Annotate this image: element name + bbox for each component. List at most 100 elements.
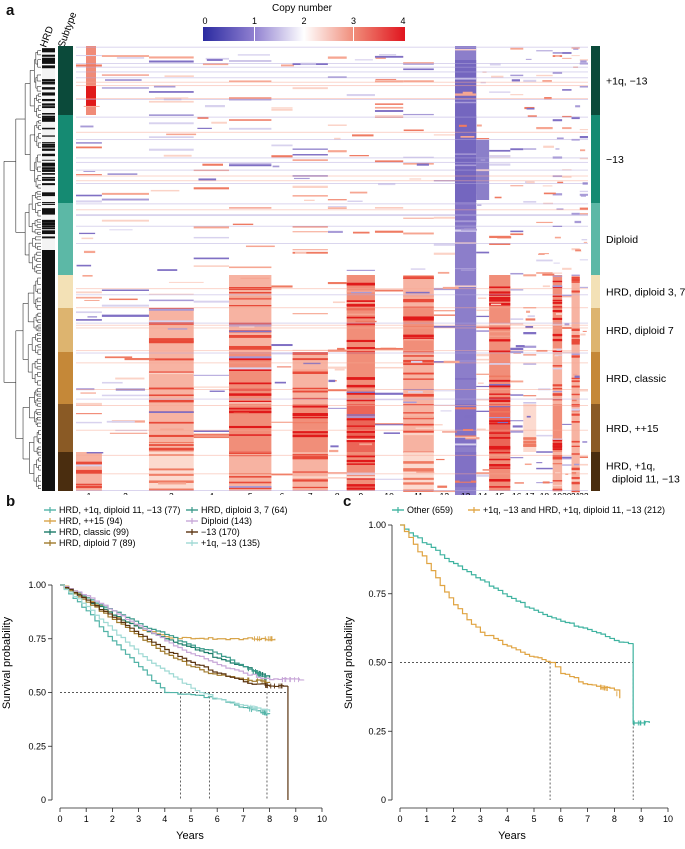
cn-segment [403, 217, 434, 219]
cn-segment [292, 154, 328, 156]
cn-segment [562, 52, 572, 54]
y-tick-label: 0.50 [28, 688, 46, 698]
cn-segment [403, 401, 417, 404]
cn-segment [525, 318, 536, 321]
cn-gain-stripe [552, 489, 563, 491]
cn-gain-stripe [489, 399, 511, 403]
subtype-segment [58, 275, 73, 308]
cn-segment [571, 470, 580, 472]
cn-segment [403, 62, 434, 64]
hrd-positive-stripe [42, 60, 55, 64]
cn-segment [292, 148, 328, 150]
y-tick-label: 0.75 [368, 589, 386, 599]
chromosome-label: 22 [579, 491, 589, 495]
cn-segment [346, 391, 375, 393]
cn-gain-stripe [489, 486, 511, 488]
cn-segment [193, 433, 230, 436]
cn-gain-stripe [346, 323, 375, 326]
x-tick-label: 3 [478, 814, 483, 824]
cn-segment [480, 81, 486, 84]
cn-gain-stripe [346, 425, 375, 427]
cn-segment [433, 252, 455, 255]
cn-segment [374, 106, 404, 109]
cn-segment [374, 230, 404, 233]
subtype-segment [58, 404, 73, 452]
cn-segment [115, 377, 145, 380]
chromosome-label: 19 [553, 491, 563, 495]
cn-gain-stripe [346, 435, 375, 438]
cn-gain-stripe [346, 377, 375, 379]
cn-gain-stripe [571, 393, 580, 396]
x-tick-label: 2 [451, 814, 456, 824]
cn-segment [489, 323, 511, 326]
cn-segment [476, 326, 490, 328]
cn-gain-stripe [571, 334, 580, 338]
cn-segment [579, 129, 588, 131]
cn-segment [489, 331, 511, 333]
cn-segment [148, 136, 194, 139]
cn-genome-line [76, 66, 588, 68]
cn-segment [497, 421, 509, 424]
cn-segment [107, 173, 138, 175]
hrd-positive-stripe [42, 92, 55, 95]
cn-gain-stripe [229, 335, 272, 337]
cn-genome-line [76, 324, 588, 326]
cn-segment [292, 87, 328, 90]
survival-curve [60, 584, 271, 680]
cn-segment [536, 434, 553, 437]
cn-gain-stripe [489, 447, 511, 450]
hrd-positive-stripe [42, 145, 55, 148]
cn-gain-block [552, 452, 563, 491]
hrd-positive-stripe [42, 149, 55, 151]
cn-segment [292, 369, 328, 372]
cn-gain-stripe [489, 467, 511, 469]
cn-segment [552, 272, 563, 274]
cn-segment [476, 124, 482, 127]
cn-segment [515, 345, 525, 348]
colorbar-tick-label: 1 [252, 16, 257, 26]
cn-gain-stripe [229, 425, 272, 429]
x-tick-label: 9 [639, 814, 644, 824]
cn-segment [575, 105, 581, 108]
cn-segment [494, 196, 502, 199]
subtype-segment [58, 115, 73, 203]
chromosome-label: 14 [478, 491, 488, 495]
cn-gain-stripe [346, 454, 375, 458]
cn-segment [523, 345, 537, 348]
colorbar-tick-label: 4 [400, 16, 405, 26]
cn-gain-stripe [292, 457, 328, 460]
cn-segment [433, 314, 455, 316]
chromosome-label: 10 [384, 491, 394, 495]
cn-segment [374, 55, 404, 58]
cn-segment [574, 375, 580, 378]
cn-segment [374, 110, 404, 112]
cn-segment [332, 301, 346, 304]
cn-segment [460, 269, 475, 271]
cn-gain-stripe [403, 316, 434, 320]
subtype-segment [58, 203, 73, 275]
cn-segment [164, 75, 194, 78]
cn-segment [524, 463, 532, 466]
cn-segment [197, 116, 209, 119]
cn-segment [525, 58, 532, 60]
cn-gain-stripe [229, 287, 272, 289]
hrd-positive-stripe [42, 219, 55, 222]
cn-segment [409, 178, 422, 180]
cn-segment [198, 178, 217, 181]
cn-segment [374, 207, 404, 209]
hrd-positive-stripe [42, 118, 55, 122]
cn-segment [374, 160, 404, 163]
cn-segment [272, 165, 280, 168]
cn-segment [229, 367, 272, 370]
cn-segment [271, 107, 293, 109]
cn-segment [148, 56, 194, 59]
cn-gain-stripe [571, 421, 580, 423]
cn-genome-line [76, 209, 588, 211]
cn-gain-stripe [148, 444, 194, 446]
cn-segment [459, 479, 471, 482]
hrd-positive-stripe [42, 103, 55, 106]
chromosome-label: 21 [571, 491, 581, 495]
hrd-positive-stripe [42, 167, 55, 170]
cn-segment [510, 351, 524, 354]
